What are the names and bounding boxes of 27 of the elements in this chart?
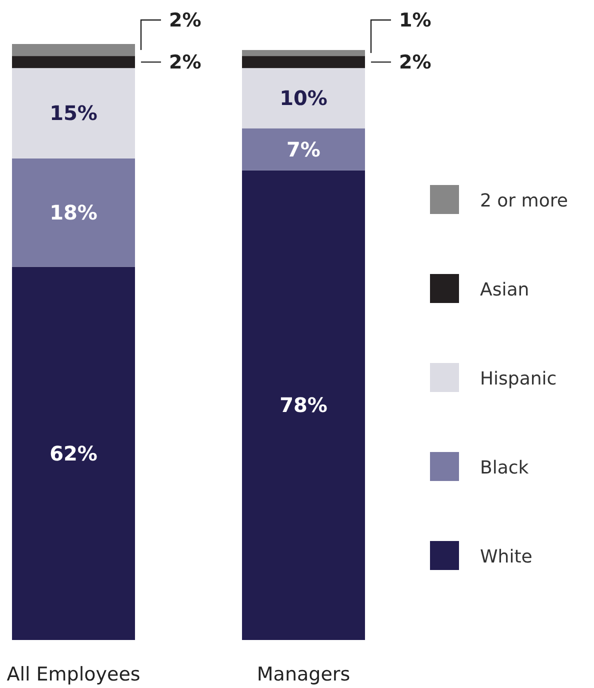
x-tick-label: All Employees [6,664,140,686]
data-label: 1% [399,10,432,32]
bar [242,68,365,128]
bar [12,68,135,158]
data-label: 10% [280,86,328,110]
data-label: 2% [399,52,432,74]
legend-label: Black [480,457,530,478]
bar [12,44,135,56]
data-label: 78% [280,393,328,418]
bar [242,50,365,56]
legend-label: Hispanic [480,368,557,390]
legend-label: Asian [480,279,530,300]
bar [12,56,135,68]
data-label: 18% [50,200,98,225]
bar [12,266,135,640]
data-label: 2% [169,10,202,32]
bar [242,170,365,640]
x-tick-label: Managers [256,664,350,686]
bar [242,128,365,170]
data-label: 15% [50,101,98,126]
data-label: 2% [169,52,202,74]
legend-label: White [480,546,532,568]
data-label: 7% [286,137,320,162]
bar [242,56,365,68]
bar [12,158,135,267]
data-label: 62% [50,441,98,466]
legend-label: 2 or more [480,190,568,212]
